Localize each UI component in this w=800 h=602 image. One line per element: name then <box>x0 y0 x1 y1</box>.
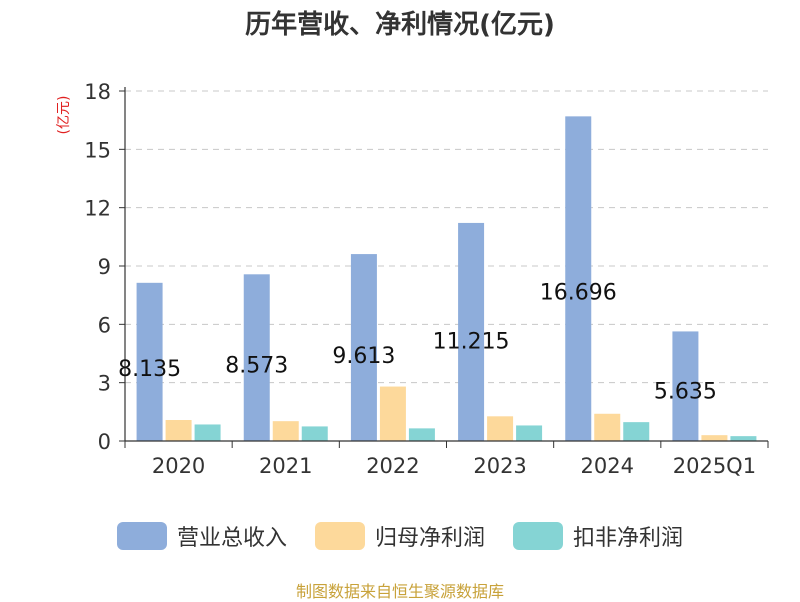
bar-2022-s1[interactable] <box>379 386 406 441</box>
y-tick-label: 9 <box>98 255 111 279</box>
bar-2025Q1-s2[interactable] <box>730 436 757 441</box>
y-tick-label: 18 <box>84 80 111 104</box>
data-label-2023: 11.215 <box>433 330 510 355</box>
data-label-2024: 16.696 <box>540 281 617 306</box>
legend-item-revenue[interactable]: 营业总收入 <box>116 520 287 552</box>
bar-2024-s1[interactable] <box>594 413 621 441</box>
legend-swatch-net-profit <box>314 522 365 550</box>
source-note: 制图数据来自恒生聚源数据库 <box>295 582 504 601</box>
y-tick-label: 0 <box>98 430 111 454</box>
chart-title: 历年营收、净利情况(亿元) <box>245 10 555 40</box>
bar-2024-s2[interactable] <box>623 422 650 441</box>
bar-2022-s2[interactable] <box>408 428 435 441</box>
x-tick-label: 2025Q1 <box>673 454 756 478</box>
bar-2021-s0[interactable] <box>243 274 270 441</box>
bar-2020-s0[interactable] <box>136 282 163 441</box>
bar-2022-s0[interactable] <box>350 254 377 441</box>
bar-2025Q1-s1[interactable] <box>701 435 728 441</box>
x-tick-label: 2022 <box>366 454 419 478</box>
y-tick-label: 6 <box>98 313 111 337</box>
legend-label-revenue: 营业总收入 <box>176 526 287 551</box>
x-tick-label: 2020 <box>152 454 205 478</box>
bar-2024-s0[interactable] <box>565 116 592 441</box>
data-label-2022: 9.613 <box>332 344 395 369</box>
bar-2021-s1[interactable] <box>272 421 299 441</box>
data-label-2025Q1: 5.635 <box>654 380 717 405</box>
grid-lines <box>125 90 768 384</box>
data-labels: 8.135 8.573 9.613 11.215 16.696 5.635 <box>118 281 717 405</box>
y-axis-title: (亿元) <box>56 96 72 135</box>
data-label-2021: 8.573 <box>225 353 288 378</box>
legend-item-deducted-profit[interactable]: 扣非净利润 <box>513 520 683 552</box>
legend: 营业总收入 归母净利润 扣非净利润 <box>0 520 800 552</box>
bar-2023-s0[interactable] <box>458 222 485 441</box>
legend-swatch-deducted-profit <box>513 522 563 550</box>
y-tick-label: 15 <box>84 138 111 162</box>
bar-2020-s2[interactable] <box>194 424 221 441</box>
legend-swatch-revenue <box>116 522 167 550</box>
bar-2023-s2[interactable] <box>516 425 543 441</box>
y-tick-label: 12 <box>84 197 111 221</box>
legend-label-deducted-profit: 扣非净利润 <box>573 526 684 551</box>
legend-item-net-profit[interactable]: 归母净利润 <box>314 520 485 552</box>
x-tick-label: 2021 <box>259 454 312 478</box>
x-tick-label: 2023 <box>473 454 526 478</box>
data-label-2020: 8.135 <box>118 357 181 382</box>
bar-2020-s1[interactable] <box>165 420 192 441</box>
bars <box>136 116 757 441</box>
x-tick-label: 2024 <box>581 454 634 478</box>
bar-2023-s1[interactable] <box>487 416 514 441</box>
bar-2025Q1-s0[interactable] <box>672 331 699 441</box>
y-tick-label: 3 <box>98 372 111 396</box>
legend-label-net-profit: 归母净利润 <box>374 526 485 551</box>
bar-2021-s2[interactable] <box>301 426 328 441</box>
axes: 0 3 6 9 12 15 18 (亿元) 2020 2021 2022 2023 2024 2025Q1 <box>56 80 769 478</box>
